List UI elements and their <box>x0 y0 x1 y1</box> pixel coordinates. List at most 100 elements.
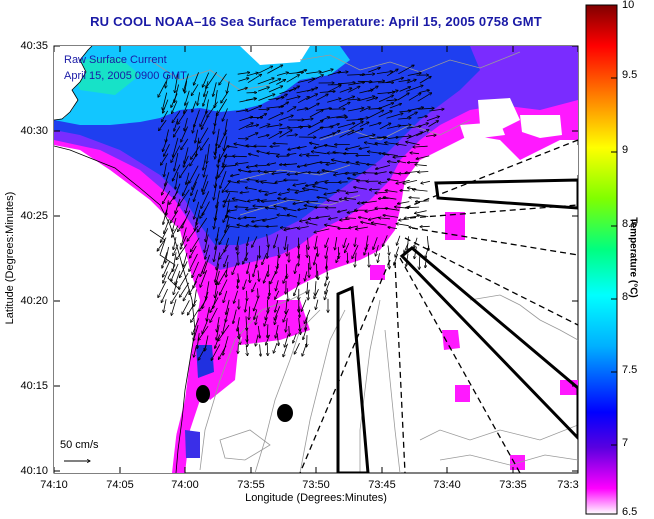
station-marker <box>196 385 210 403</box>
current-vector <box>223 336 229 355</box>
current-vector <box>235 162 249 165</box>
current-vector <box>164 144 170 156</box>
current-vector <box>175 198 181 214</box>
current-vector <box>396 224 409 227</box>
current-vector <box>354 187 367 190</box>
current-vector <box>163 261 170 277</box>
current-vector <box>325 237 329 248</box>
current-vector <box>171 291 179 303</box>
current-vector <box>307 75 323 84</box>
current-vector <box>237 182 248 183</box>
current-vector <box>234 290 238 304</box>
current-vector <box>162 190 171 204</box>
y-tick-label: 40:20 <box>20 295 48 307</box>
current-vector <box>278 115 293 121</box>
current-vector <box>192 173 200 190</box>
current-vector <box>191 309 199 322</box>
current-vector <box>376 137 387 138</box>
current-vector <box>284 199 300 201</box>
current-vector <box>224 136 228 150</box>
subtitle-time: April 15, 2005 0900 GMT <box>64 70 187 82</box>
current-vector <box>174 84 179 103</box>
x-tick-label: 73:35 <box>499 479 527 491</box>
current-vector <box>286 135 298 136</box>
current-vector <box>273 143 288 144</box>
current-vector <box>315 180 329 183</box>
current-vector <box>339 130 354 138</box>
lane-dashed-line <box>404 237 578 326</box>
sst-magenta-patch <box>442 330 460 350</box>
axis-ticks <box>53 45 579 473</box>
colorbar-tick-label: 7 <box>622 437 629 449</box>
current-vector <box>238 254 239 265</box>
current-vector <box>204 234 209 253</box>
current-vector <box>378 95 393 103</box>
current-vector <box>398 65 414 75</box>
contour-line <box>319 119 471 141</box>
current-vector <box>164 218 170 234</box>
current-vector <box>252 282 257 292</box>
current-vector <box>231 173 240 176</box>
current-vector <box>359 146 370 149</box>
current-vector <box>398 118 411 119</box>
current-vector <box>163 99 169 114</box>
current-vector <box>175 73 179 93</box>
current-vector <box>216 98 228 116</box>
current-vector <box>415 210 427 214</box>
current-vector <box>173 280 178 295</box>
current-vector <box>348 86 360 93</box>
current-vector <box>298 253 300 266</box>
current-vector <box>226 299 230 315</box>
current-vector <box>420 226 430 227</box>
current-vector <box>383 197 397 200</box>
x-tick-label: 73:40 <box>433 479 461 491</box>
current-vector <box>325 281 330 294</box>
current-vector <box>274 234 279 248</box>
current-vector <box>246 73 258 77</box>
current-vector <box>286 318 288 332</box>
current-vector <box>308 121 323 129</box>
current-vector <box>203 180 209 194</box>
current-vector <box>366 235 369 251</box>
current-vector <box>161 153 169 166</box>
current-vector <box>240 192 250 193</box>
current-vector <box>409 198 420 199</box>
current-vector <box>264 171 277 172</box>
current-vector <box>270 146 280 147</box>
current-vector <box>181 138 189 150</box>
current-vector <box>268 86 283 93</box>
current-vector <box>295 171 308 174</box>
current-vector <box>307 282 308 294</box>
current-vector <box>190 245 197 258</box>
current-vector <box>258 288 259 298</box>
current-vector <box>264 270 269 283</box>
current-vector <box>163 209 168 225</box>
current-vector <box>286 97 300 101</box>
current-vector <box>275 324 279 338</box>
current-vector <box>395 246 400 257</box>
current-vector <box>205 228 208 242</box>
current-vector <box>359 74 375 76</box>
channel-south <box>336 285 370 473</box>
contour-line <box>239 164 351 181</box>
current-vector <box>237 279 238 288</box>
current-vector <box>404 215 419 218</box>
current-vector <box>397 235 401 246</box>
current-vector <box>286 75 300 83</box>
current-vector <box>198 345 207 361</box>
current-vector <box>237 72 250 75</box>
current-vector <box>336 117 347 118</box>
current-vector <box>386 100 397 101</box>
current-vector <box>258 270 259 281</box>
current-vector <box>414 237 418 248</box>
current-vector <box>345 243 350 253</box>
current-vector <box>218 269 227 285</box>
current-vector <box>245 188 257 191</box>
current-vector <box>219 129 228 148</box>
current-vector <box>395 136 411 137</box>
current-vector <box>207 101 219 118</box>
current-vector <box>355 226 368 229</box>
current-vector <box>207 306 210 321</box>
current-vector <box>417 215 429 216</box>
current-vector <box>366 98 377 102</box>
